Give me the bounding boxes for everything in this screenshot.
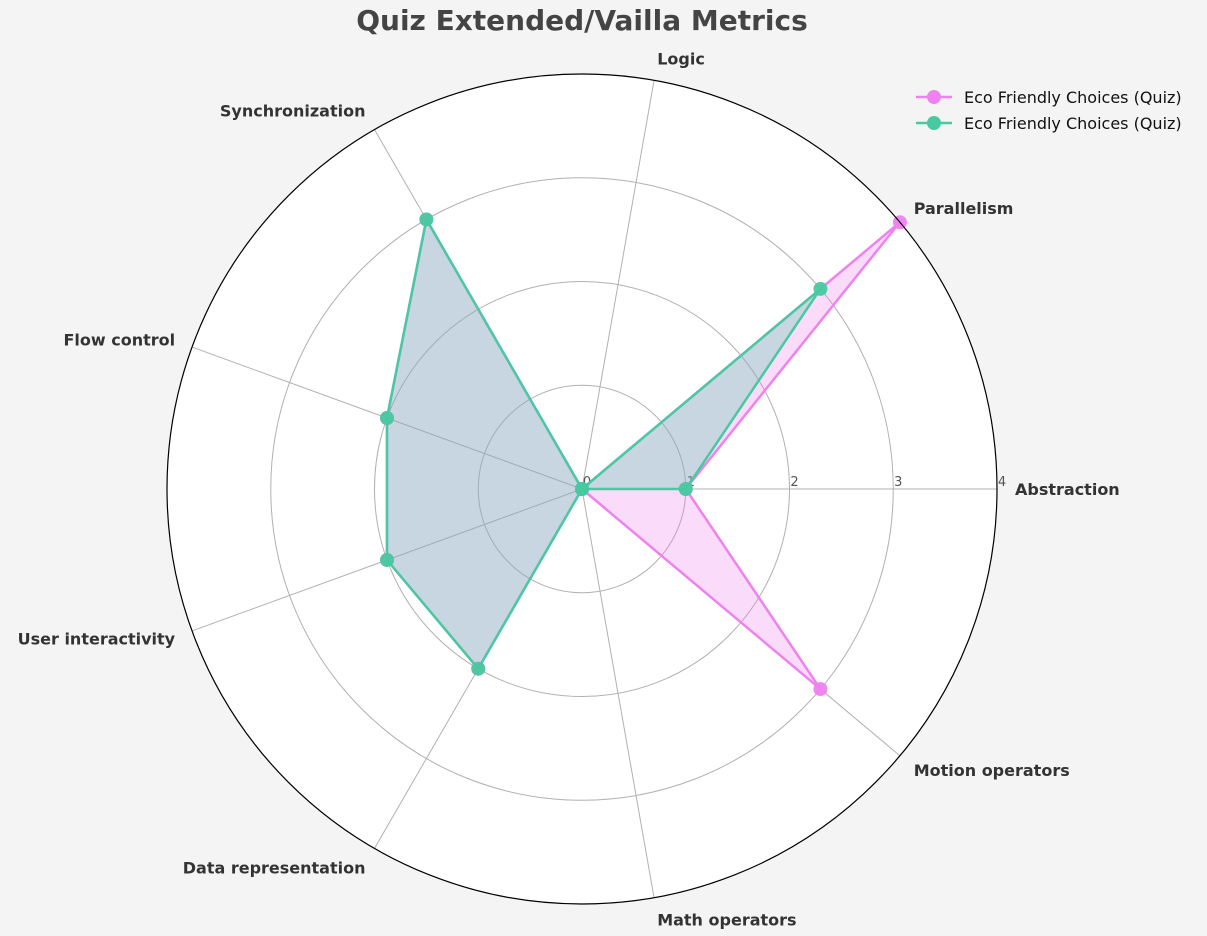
series-fill-1 [387,219,821,669]
series-1-point-1 [813,281,828,296]
category-label-4: Flow control [63,331,175,350]
series-1-point-4 [380,411,395,426]
legend-marker-1 [916,116,952,130]
category-label-0: Abstraction [1015,480,1120,499]
category-label-3: Synchronization [220,102,366,121]
legend-item-1: Eco Friendly Choices (Quiz) [912,110,1182,136]
legend-marker-0 [916,90,952,104]
series-layer [380,212,907,697]
category-label-2: Logic [657,50,705,69]
category-labels: Abstraction Parallelism Logic Synchronizati… [18,50,1120,930]
chart-title: Quiz Extended/Vailla Metrics [356,4,808,37]
series-1-point-6 [471,661,486,676]
category-label-8: Motion operators [914,761,1070,780]
legend-label-1: Eco Friendly Choices (Quiz) [964,113,1182,133]
spoke-2 [581,80,655,490]
series-1-point-0 [678,482,693,496]
series-0-point-8 [813,682,828,697]
category-label-7: Math operators [657,910,796,929]
series-1-point-5 [380,552,395,567]
category-label-5: User interactivity [18,629,176,648]
tick-label-3: 3 [894,475,902,490]
legend: Eco Friendly Choices (Quiz) Eco Friendly… [912,84,1182,136]
legend-item-0: Eco Friendly Choices (Quiz) [912,84,1182,110]
tick-label-0: 0 [583,475,591,490]
tick-label-2: 2 [790,475,798,490]
outer-frame [166,73,998,905]
series-fill-0 [387,219,900,690]
category-label-6: Data representation [183,858,366,877]
legend-label-0: Eco Friendly Choices (Quiz) [964,87,1182,107]
series-1-point-8 [575,482,589,496]
spoke-7 [581,488,655,898]
category-label-1: Parallelism [914,199,1014,218]
tick-label-4: 4 [998,475,1006,490]
series-1-point-3 [419,212,434,227]
